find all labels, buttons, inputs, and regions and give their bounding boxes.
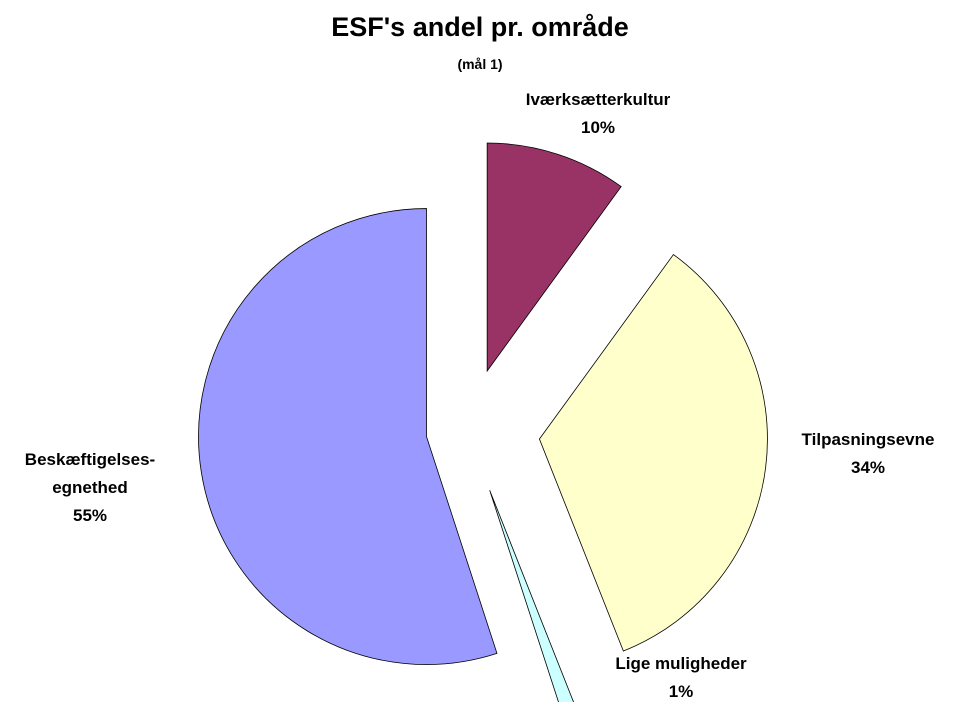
slice-label: Beskæftigelses- egnethed [24, 450, 156, 497]
slice-value-label: 55% [72, 506, 108, 525]
pie-slice [486, 142, 622, 373]
pie-slice [198, 208, 498, 665]
slice-value-label: 34% [850, 458, 886, 477]
slice-value-label: 1% [668, 682, 694, 701]
slice-label: Iværksætterkultur [525, 90, 671, 109]
slice-label: Lige muligheder [615, 654, 747, 673]
chart-title: ESF's andel pr. område [331, 12, 629, 42]
slice-value-label: 10% [580, 118, 616, 137]
chart-subtitle: (mål 1) [457, 56, 503, 72]
pie-slice [489, 490, 574, 702]
slice-label: Tilpasningsevne [801, 430, 935, 449]
pie-slice [538, 254, 768, 652]
